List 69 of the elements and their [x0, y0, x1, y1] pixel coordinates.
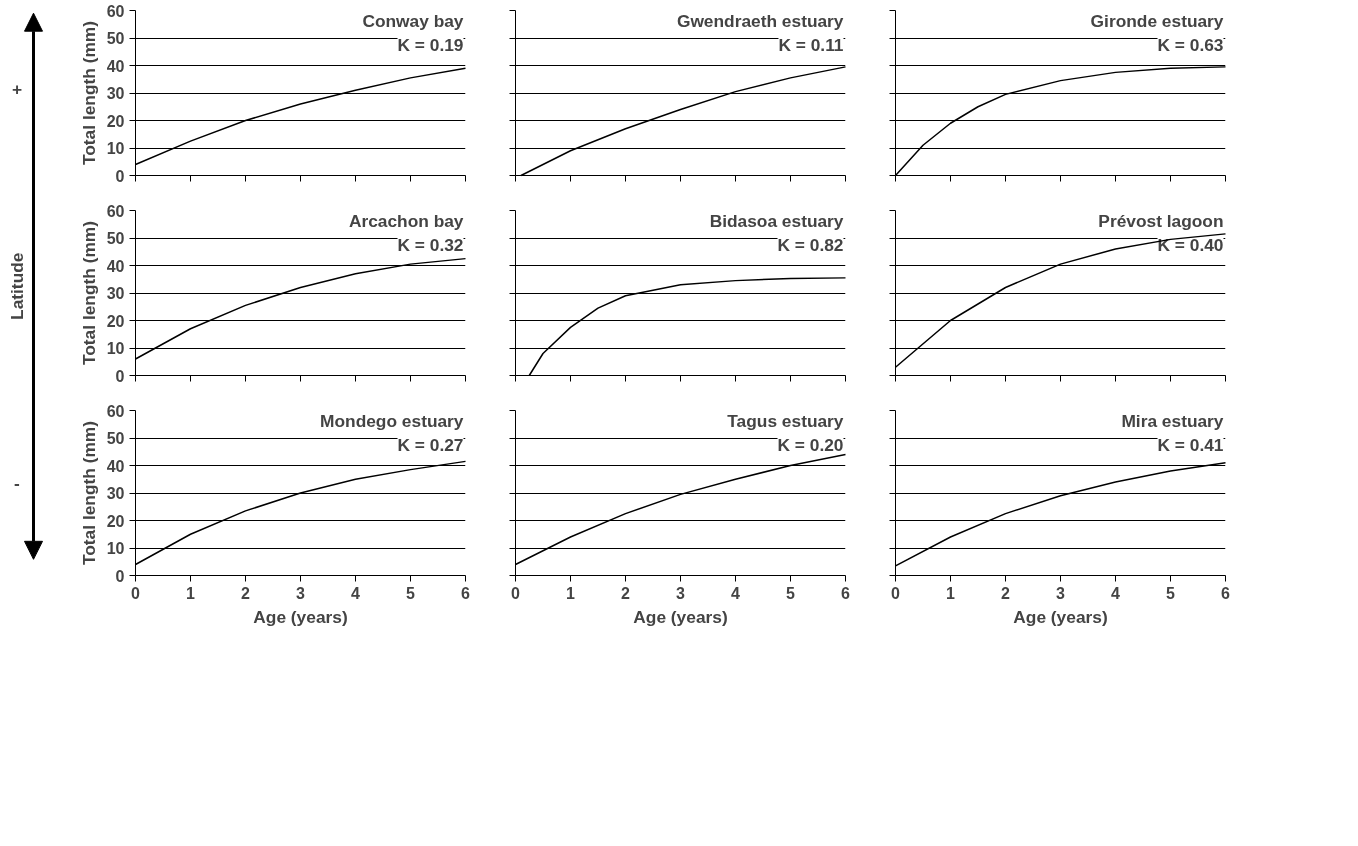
- annotation: K = 0.19: [397, 34, 464, 55]
- x-tick-label: 5: [786, 584, 796, 602]
- x-axis-title: Age (years): [633, 606, 728, 627]
- x-tick-label: 2: [1001, 584, 1011, 602]
- y-tick-label: 30: [106, 485, 125, 502]
- y-tick-label: 20: [106, 112, 125, 130]
- annotation: K = 0.82: [777, 234, 844, 255]
- y-tick-label: 20: [106, 312, 125, 330]
- x-tick-label: 3: [1056, 584, 1066, 602]
- y-tick-label: 60: [106, 2, 125, 20]
- x-axis-title: Age (years): [253, 606, 348, 627]
- chart-title: Arcachon bay: [348, 210, 464, 231]
- y-tick-label: 20: [106, 512, 125, 530]
- x-tick-label: 4: [1111, 584, 1121, 602]
- annotation: K = 0.11: [778, 34, 844, 55]
- x-tick-label: 0: [131, 584, 141, 602]
- y-tick-label: 40: [106, 57, 125, 75]
- x-tick-label: 5: [1166, 584, 1176, 602]
- chart-title: Conway bay: [362, 10, 464, 31]
- chart-title: Mondego estuary: [320, 410, 464, 431]
- x-tick-label: 3: [296, 584, 306, 602]
- y-tick-label: 30: [106, 85, 125, 102]
- y-tick-label: 40: [106, 257, 125, 275]
- text: Latitude: [7, 252, 27, 320]
- x-tick-label: 6: [461, 584, 471, 602]
- annotation: K = 0.32: [397, 234, 464, 255]
- y-tick-label: 10: [106, 340, 125, 357]
- y-tick-label: 10: [106, 140, 125, 157]
- y-axis-title: Total length (mm): [78, 20, 99, 166]
- x-tick-label: 2: [621, 584, 631, 602]
- chart-title: Bidasoa estuary: [709, 210, 844, 231]
- y-tick-label: 40: [106, 457, 125, 475]
- x-tick-label: 1: [946, 584, 956, 602]
- x-tick-label: 4: [731, 584, 741, 602]
- chart-title: Tagus estuary: [727, 410, 844, 431]
- y-axis-title: Total length (mm): [78, 220, 99, 366]
- y-tick-label: 0: [115, 167, 125, 185]
- y-tick-label: 60: [106, 402, 125, 420]
- annotation: K = 0.27: [397, 434, 464, 455]
- y-tick-label: 0: [115, 367, 125, 385]
- y-tick-label: 0: [115, 567, 125, 585]
- x-tick-label: 0: [891, 584, 901, 602]
- x-tick-label: 6: [841, 584, 851, 602]
- x-tick-label: 3: [676, 584, 686, 602]
- text: +: [11, 79, 23, 100]
- y-tick-label: 50: [106, 430, 125, 447]
- y-tick-label: 10: [106, 540, 125, 557]
- y-tick-label: 30: [106, 285, 125, 302]
- y-tick-label: 60: [106, 202, 125, 220]
- x-tick-label: 0: [511, 584, 521, 602]
- x-tick-label: 2: [241, 584, 251, 602]
- chart-title: Gwendraeth estuary: [676, 10, 844, 31]
- y-tick-label: 50: [106, 230, 125, 247]
- annotation: K = 0.41: [1157, 434, 1224, 455]
- chart-title: Gironde estuary: [1090, 10, 1224, 31]
- annotation: K = 0.63: [1157, 34, 1224, 55]
- x-tick-label: 6: [1221, 584, 1231, 602]
- chart-title: Mira estuary: [1121, 410, 1224, 431]
- chart-title: Prévost lagoon: [1098, 210, 1224, 231]
- x-tick-label: 1: [566, 584, 576, 602]
- x-tick-label: 5: [406, 584, 416, 602]
- annotation: K = 0.20: [777, 434, 844, 455]
- x-axis-title: Age (years): [1013, 606, 1108, 627]
- x-tick-label: 1: [186, 584, 196, 602]
- y-tick-label: 50: [106, 30, 125, 47]
- annotation: K = 0.40: [1157, 234, 1224, 255]
- text: -: [14, 473, 21, 494]
- x-tick-label: 4: [351, 584, 361, 602]
- y-axis-title: Total length (mm): [78, 420, 99, 566]
